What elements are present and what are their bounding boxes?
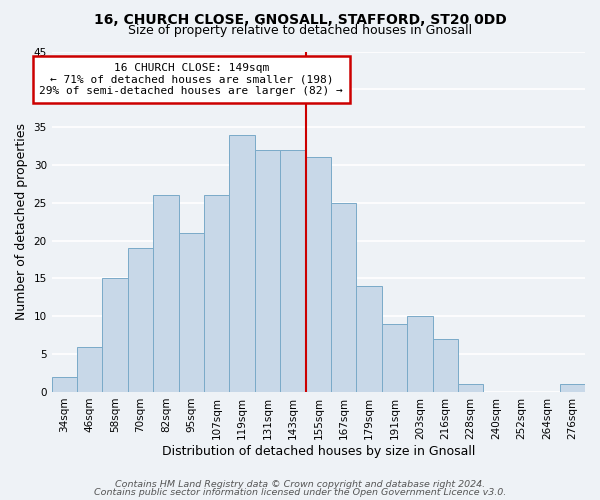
Text: 16 CHURCH CLOSE: 149sqm
← 71% of detached houses are smaller (198)
29% of semi-d: 16 CHURCH CLOSE: 149sqm ← 71% of detache… bbox=[40, 63, 343, 96]
Bar bbox=[153, 195, 179, 392]
Bar bbox=[407, 316, 433, 392]
Bar bbox=[52, 377, 77, 392]
Bar bbox=[433, 339, 458, 392]
Bar bbox=[305, 158, 331, 392]
Bar bbox=[560, 384, 585, 392]
Bar bbox=[128, 248, 153, 392]
Bar bbox=[331, 203, 356, 392]
Bar bbox=[103, 278, 128, 392]
Bar bbox=[255, 150, 280, 392]
Text: Contains public sector information licensed under the Open Government Licence v3: Contains public sector information licen… bbox=[94, 488, 506, 497]
Bar bbox=[77, 346, 103, 392]
Bar bbox=[382, 324, 407, 392]
Y-axis label: Number of detached properties: Number of detached properties bbox=[15, 123, 28, 320]
Bar bbox=[458, 384, 484, 392]
Bar bbox=[179, 233, 204, 392]
Text: 16, CHURCH CLOSE, GNOSALL, STAFFORD, ST20 0DD: 16, CHURCH CLOSE, GNOSALL, STAFFORD, ST2… bbox=[94, 12, 506, 26]
Bar bbox=[204, 195, 229, 392]
Text: Size of property relative to detached houses in Gnosall: Size of property relative to detached ho… bbox=[128, 24, 472, 37]
Bar bbox=[356, 286, 382, 392]
Bar bbox=[280, 150, 305, 392]
X-axis label: Distribution of detached houses by size in Gnosall: Distribution of detached houses by size … bbox=[161, 444, 475, 458]
Text: Contains HM Land Registry data © Crown copyright and database right 2024.: Contains HM Land Registry data © Crown c… bbox=[115, 480, 485, 489]
Bar bbox=[229, 134, 255, 392]
